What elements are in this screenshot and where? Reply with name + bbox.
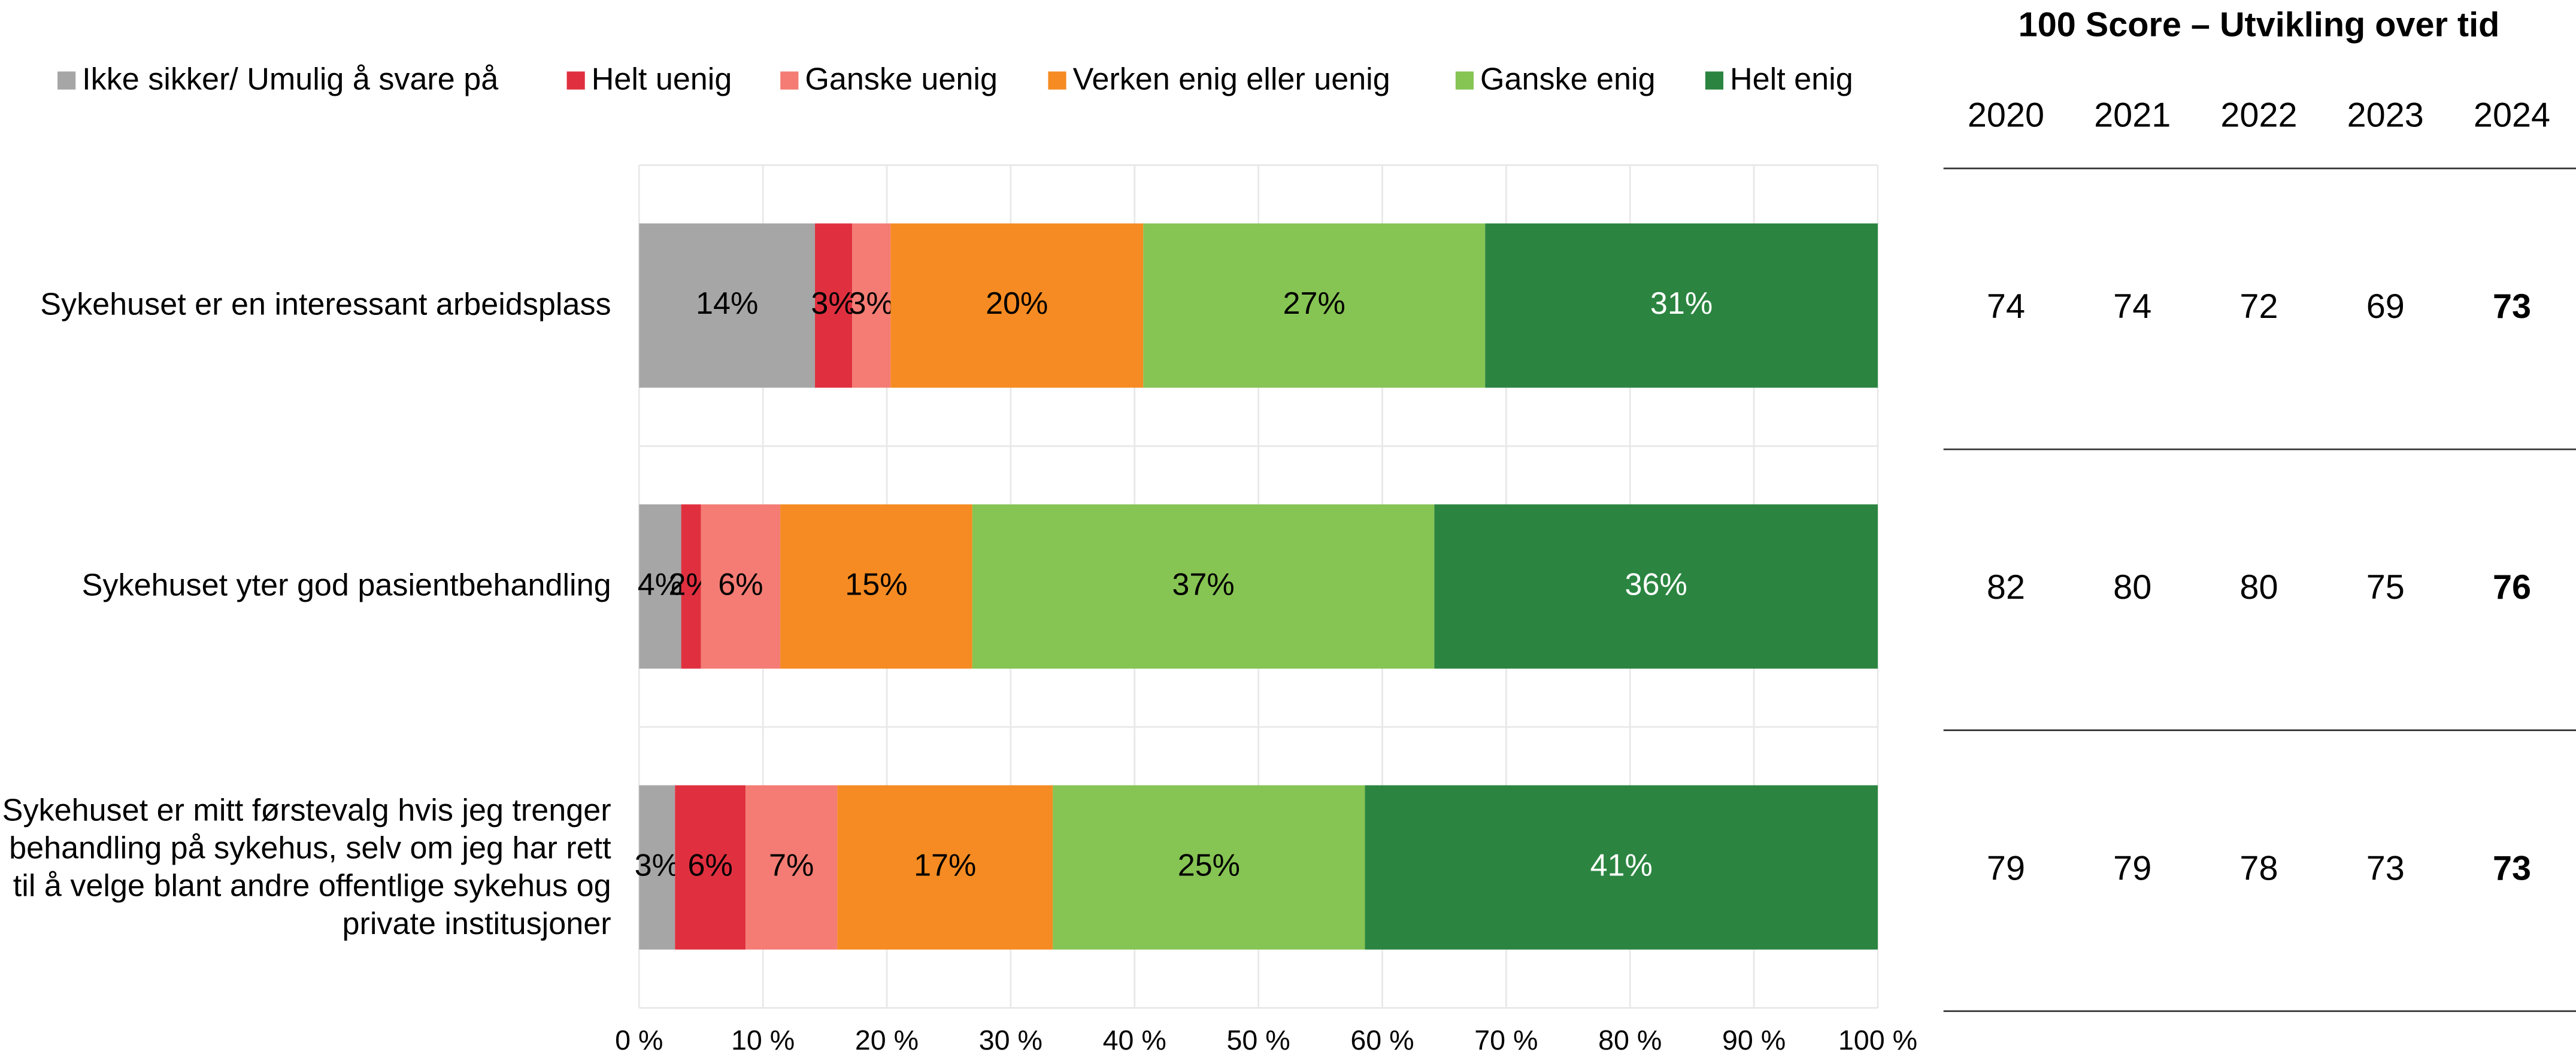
value-label: 36% <box>1625 567 1687 602</box>
bar-segment <box>1143 223 1486 388</box>
legend-swatch <box>780 71 799 90</box>
bar-segment <box>639 223 816 388</box>
bar-segment <box>701 504 781 669</box>
x-tick-label: 10 % <box>731 1024 795 1056</box>
bar-segment <box>890 223 1144 388</box>
value-label: 3% <box>811 286 856 321</box>
legend-label: Helt enig <box>1730 62 1853 97</box>
bar-segment <box>681 504 701 669</box>
category-label: Sykehuset er mitt førstevalg hvis jeg tr… <box>2 793 611 942</box>
category-label-box: Sykehuset er en interessant arbeidsplass <box>40 288 611 323</box>
table-column-header: 2023 <box>2347 96 2424 134</box>
x-tick-label: 60 % <box>1350 1024 1414 1056</box>
value-label: 27% <box>1283 286 1345 321</box>
value-label: 3% <box>635 848 680 883</box>
bar-segment <box>745 785 838 950</box>
bar-segment <box>1053 785 1365 950</box>
category-label-box: Sykehuset er mitt førstevalg hvis jeg tr… <box>2 793 611 942</box>
legend-swatch <box>566 71 585 90</box>
x-tick-label: 30 % <box>979 1024 1042 1056</box>
x-tick-label: 80 % <box>1598 1024 1662 1056</box>
legend-swatch <box>1455 71 1474 90</box>
value-label: 25% <box>1178 848 1240 883</box>
table-column-header: 2021 <box>2094 96 2171 134</box>
value-label: 7% <box>769 848 814 883</box>
table-cell: 82 <box>1987 568 2025 607</box>
bar-segment <box>1434 504 1878 669</box>
category-label-box: Sykehuset yter god pasientbehandling <box>81 569 611 604</box>
bar-segment <box>1485 223 1878 388</box>
category-label: Sykehuset yter god pasientbehandling <box>81 569 611 604</box>
table-cell: 75 <box>2366 568 2405 607</box>
table-cell: 78 <box>2239 849 2278 887</box>
value-label: 31% <box>1650 286 1713 321</box>
bar-segment <box>852 223 891 388</box>
legend-label: Helt uenig <box>592 62 732 97</box>
table-column-header: 2022 <box>2220 96 2297 134</box>
category-label: Sykehuset er en interessant arbeidsplass <box>40 288 611 323</box>
table-column-header: 2024 <box>2474 96 2550 134</box>
x-tick-label: 50 % <box>1226 1024 1290 1056</box>
value-label: 41% <box>1590 848 1653 883</box>
value-label: 6% <box>718 567 763 602</box>
legend-label: Ikke sikker/ Umulig å svare på <box>82 62 498 97</box>
table-cell: 73 <box>2493 287 2531 326</box>
legend-label: Ganske uenig <box>805 62 998 97</box>
table-cell: 76 <box>2493 568 2531 607</box>
value-label: 15% <box>845 567 907 602</box>
table-cell: 79 <box>1987 849 2025 887</box>
table-cell: 79 <box>2113 849 2151 887</box>
x-tick-label: 90 % <box>1722 1024 1786 1056</box>
bar-segment <box>815 223 853 388</box>
bar-segment <box>780 504 972 669</box>
legend-swatch <box>1048 71 1066 90</box>
value-label: 4% <box>638 567 683 602</box>
bar-segment <box>1365 785 1878 950</box>
value-label: 14% <box>696 286 758 321</box>
bar-segment <box>639 504 681 669</box>
table-cell: 72 <box>2239 287 2278 326</box>
bar-segment <box>837 785 1053 950</box>
table-cell: 80 <box>2239 568 2278 607</box>
x-tick-label: 100 % <box>1838 1024 1917 1056</box>
value-label: 20% <box>986 286 1048 321</box>
value-label: 6% <box>688 848 733 883</box>
table-cell: 73 <box>2366 849 2405 887</box>
legend-swatch <box>1705 71 1724 90</box>
table-cell: 74 <box>1987 287 2025 326</box>
bar-segment <box>639 785 675 950</box>
legend-label: Ganske enig <box>1480 62 1656 97</box>
table-cell: 69 <box>2366 287 2405 326</box>
value-label: 3% <box>848 286 893 321</box>
x-tick-label: 0 % <box>615 1024 663 1056</box>
legend-swatch <box>57 71 76 90</box>
x-tick-label: 20 % <box>855 1024 919 1056</box>
x-tick-label: 40 % <box>1103 1024 1166 1056</box>
x-tick-label: 70 % <box>1474 1024 1538 1056</box>
legend-label: Verken enig eller uenig <box>1073 62 1390 97</box>
value-label: 37% <box>1172 567 1234 602</box>
table-cell: 74 <box>2113 287 2151 326</box>
value-label: 17% <box>914 848 976 883</box>
table-title: 100 Score – Utvikling over tid <box>2019 6 2500 44</box>
table-cell: 80 <box>2113 568 2151 607</box>
table-column-header: 2020 <box>1968 96 2044 134</box>
bar-segment <box>675 785 746 950</box>
table-cell: 73 <box>2493 849 2531 887</box>
bar-segment <box>972 504 1435 669</box>
